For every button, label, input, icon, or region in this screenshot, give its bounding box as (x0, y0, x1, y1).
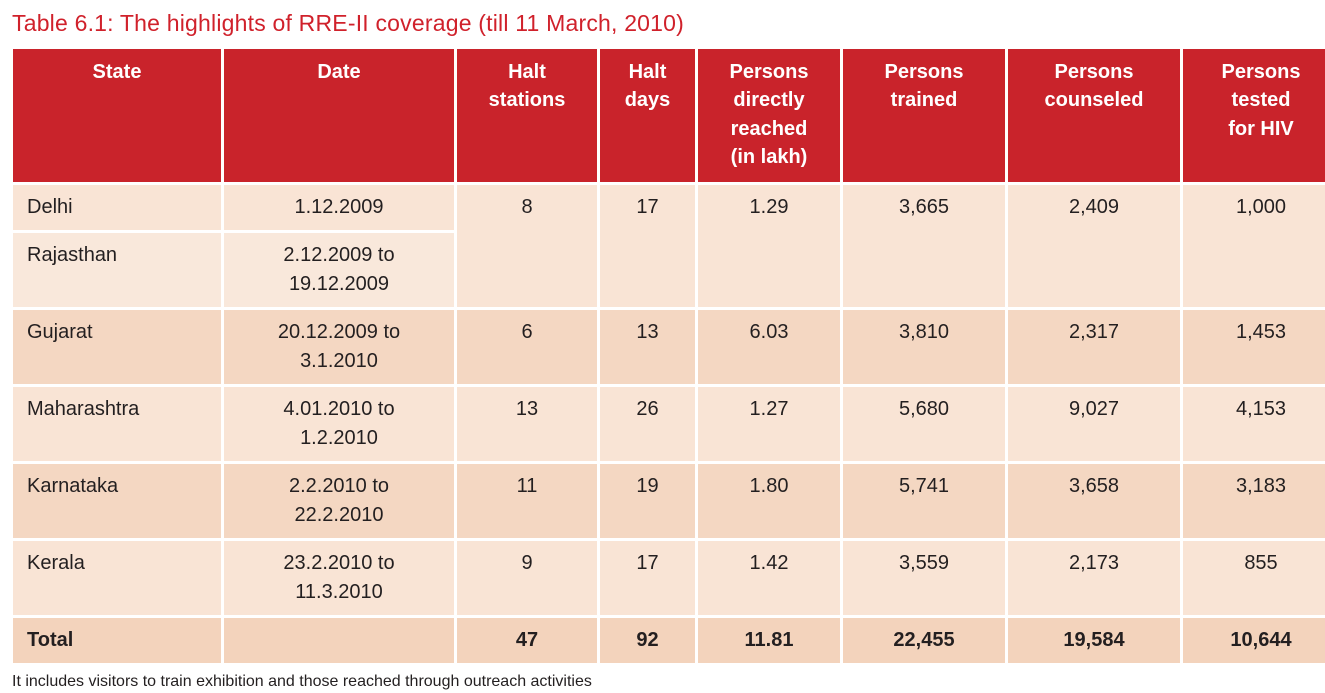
table-row-karnataka: Karnataka 2.2.2010 to 22.2.2010 11 19 1.… (13, 464, 1325, 538)
cell-halt-days: 26 (600, 387, 695, 461)
cell-state: Rajasthan (13, 233, 221, 307)
cell-persons-trained: 5,680 (843, 387, 1005, 461)
col-header-persons-counseled: Persons counseled (1008, 49, 1180, 182)
cell-total-persons-tested: 10,644 (1183, 618, 1325, 663)
table-header-row: State Date Halt stations Halt days Perso… (13, 49, 1325, 182)
table-total-row: Total 47 92 11.81 22,455 19,584 10,644 (13, 618, 1325, 663)
cell-persons-tested: 1,000 (1183, 185, 1325, 307)
cell-persons-trained: 3,559 (843, 541, 1005, 615)
cell-persons-reached: 1.29 (698, 185, 840, 307)
cell-state: Gujarat (13, 310, 221, 384)
cell-halt-days: 17 (600, 185, 695, 307)
table-row-kerala: Kerala 23.2.2010 to 11.3.2010 9 17 1.42 … (13, 541, 1325, 615)
cell-total-date-empty (224, 618, 454, 663)
cell-state: Delhi (13, 185, 221, 230)
col-header-persons-tested: Persons tested for HIV (1183, 49, 1325, 182)
cell-total-persons-counseled: 19,584 (1008, 618, 1180, 663)
cell-halt-stations: 9 (457, 541, 597, 615)
cell-halt-stations: 8 (457, 185, 597, 307)
cell-total-persons-reached: 11.81 (698, 618, 840, 663)
cell-halt-days: 13 (600, 310, 695, 384)
coverage-table: State Date Halt stations Halt days Perso… (10, 46, 1325, 666)
cell-halt-days: 17 (600, 541, 695, 615)
cell-date: 2.12.2009 to 19.12.2009 (224, 233, 454, 307)
cell-persons-tested: 4,153 (1183, 387, 1325, 461)
cell-persons-tested: 1,453 (1183, 310, 1325, 384)
cell-total-halt-days: 92 (600, 618, 695, 663)
cell-persons-trained: 3,810 (843, 310, 1005, 384)
cell-halt-days: 19 (600, 464, 695, 538)
cell-persons-counseled: 3,658 (1008, 464, 1180, 538)
cell-date: 20.12.2009 to 3.1.2010 (224, 310, 454, 384)
table-row-delhi: Delhi 1.12.2009 8 17 1.29 3,665 2,409 1,… (13, 185, 1325, 307)
col-header-persons-trained: Persons trained (843, 49, 1005, 182)
cell-persons-counseled: 2,409 (1008, 185, 1180, 307)
cell-date: 23.2.2010 to 11.3.2010 (224, 541, 454, 615)
cell-persons-reached: 6.03 (698, 310, 840, 384)
cell-persons-trained: 3,665 (843, 185, 1005, 307)
cell-persons-trained: 5,741 (843, 464, 1005, 538)
cell-date: 1.12.2009 (224, 185, 454, 230)
cell-persons-tested: 3,183 (1183, 464, 1325, 538)
col-header-state: State (13, 49, 221, 182)
table-row-maharashtra: Maharashtra 4.01.2010 to 1.2.2010 13 26 … (13, 387, 1325, 461)
cell-persons-counseled: 2,317 (1008, 310, 1180, 384)
col-header-halt-days: Halt days (600, 49, 695, 182)
cell-persons-counseled: 9,027 (1008, 387, 1180, 461)
cell-total-halt-stations: 47 (457, 618, 597, 663)
table-row-gujarat: Gujarat 20.12.2009 to 3.1.2010 6 13 6.03… (13, 310, 1325, 384)
cell-persons-counseled: 2,173 (1008, 541, 1180, 615)
col-header-halt-stations: Halt stations (457, 49, 597, 182)
cell-halt-stations: 6 (457, 310, 597, 384)
table-row-rajasthan: Rajasthan 2.12.2009 to 19.12.2009 (13, 233, 1325, 307)
cell-total-persons-trained: 22,455 (843, 618, 1005, 663)
page-title: Table 6.1: The highlights of RRE-II cove… (12, 10, 685, 36)
table-footnote: It includes visitors to train exhibition… (12, 673, 592, 690)
cell-halt-stations: 13 (457, 387, 597, 461)
cell-persons-reached: 1.27 (698, 387, 840, 461)
cell-persons-reached: 1.80 (698, 464, 840, 538)
col-header-date: Date (224, 49, 454, 182)
cell-persons-tested: 855 (1183, 541, 1325, 615)
cell-state: Karnataka (13, 464, 221, 538)
cell-halt-stations: 11 (457, 464, 597, 538)
cell-date: 4.01.2010 to 1.2.2010 (224, 387, 454, 461)
cell-date: 2.2.2010 to 22.2.2010 (224, 464, 454, 538)
cell-persons-reached: 1.42 (698, 541, 840, 615)
cell-state: Maharashtra (13, 387, 221, 461)
cell-total-label: Total (13, 618, 221, 663)
cell-state: Kerala (13, 541, 221, 615)
col-header-persons-reached: Persons directly reached (in lakh) (698, 49, 840, 182)
